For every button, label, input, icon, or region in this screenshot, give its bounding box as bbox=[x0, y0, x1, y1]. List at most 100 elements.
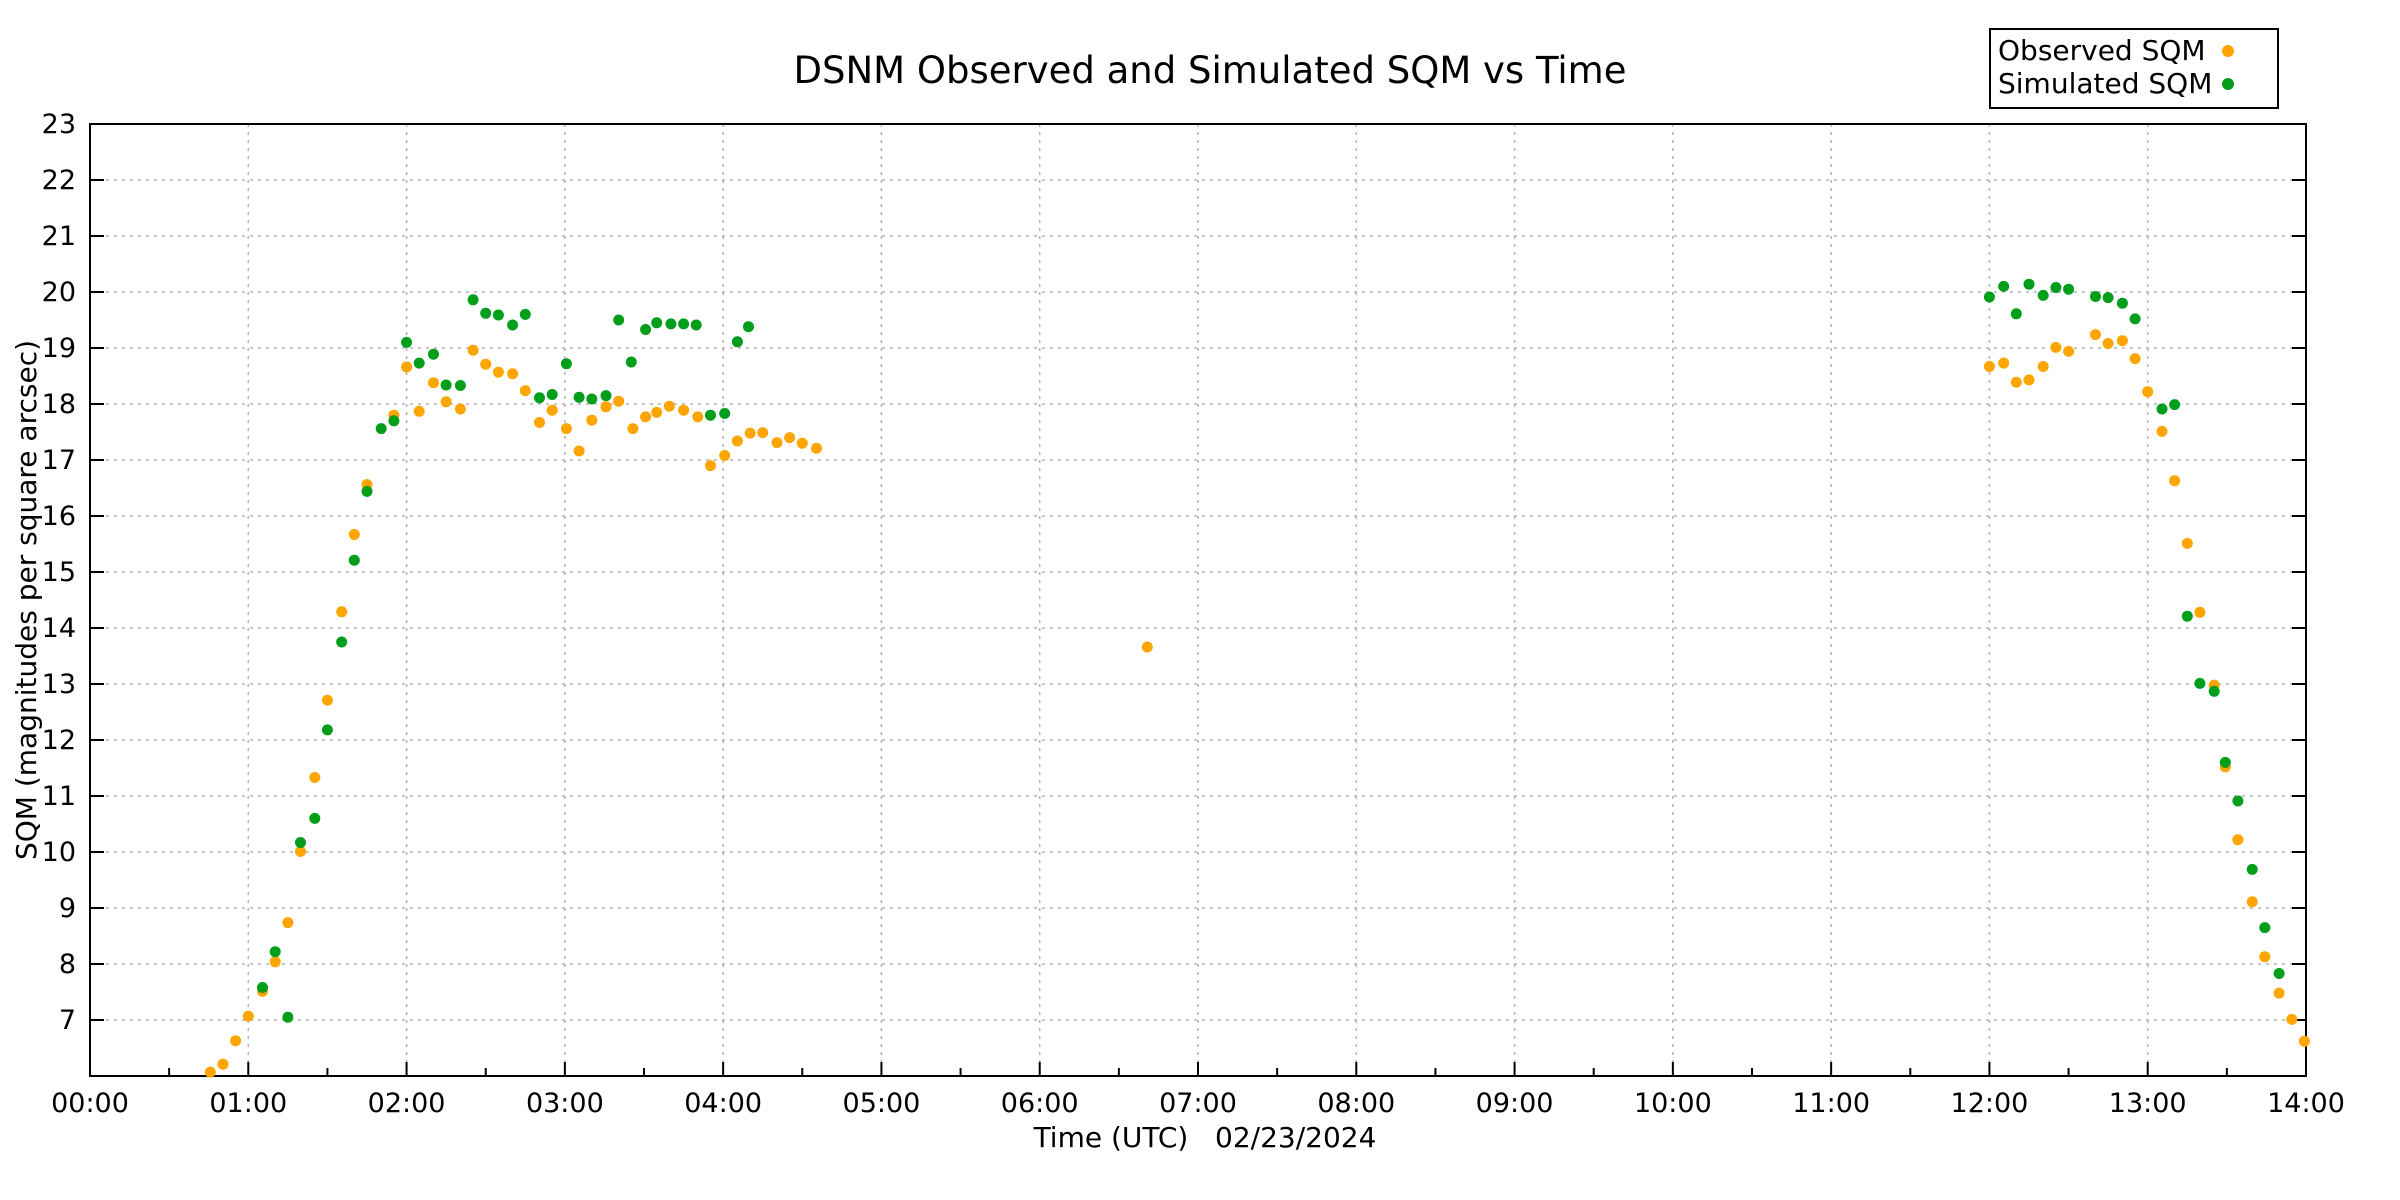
simulated-point bbox=[640, 324, 652, 335]
simulated-point bbox=[2219, 756, 2231, 768]
simulated-point bbox=[731, 336, 743, 348]
simulated-point bbox=[321, 724, 333, 736]
simulated-point bbox=[467, 294, 479, 306]
y-tick-label: 9 bbox=[59, 893, 76, 924]
observed-point bbox=[744, 427, 756, 439]
simulated-point bbox=[454, 380, 466, 391]
simulated-point bbox=[519, 308, 531, 320]
x-tick-label: 11:00 bbox=[1792, 1088, 1870, 1119]
observed-point bbox=[2181, 537, 2193, 549]
simulated-point bbox=[2259, 922, 2271, 934]
observed-point bbox=[719, 450, 731, 461]
simulated-point bbox=[586, 393, 598, 405]
observed-point bbox=[507, 368, 519, 380]
simulated-point bbox=[2181, 610, 2193, 622]
legend: Observed SQM Simulated SQM bbox=[1989, 28, 2279, 109]
simulated-point bbox=[2063, 283, 2075, 295]
simulated-point bbox=[2246, 863, 2258, 875]
y-tick-label: 13 bbox=[42, 669, 76, 700]
simulated-point bbox=[507, 319, 519, 331]
y-axis-title: SQM (magnitudes per square arcsec) bbox=[10, 340, 43, 860]
simulated-point bbox=[600, 390, 612, 402]
observed-series bbox=[204, 329, 2310, 1078]
observed-point bbox=[534, 417, 545, 428]
simulated-point bbox=[257, 982, 268, 993]
observed-point bbox=[2050, 341, 2062, 353]
legend-box bbox=[1989, 28, 2279, 109]
simulated-point bbox=[361, 485, 373, 497]
observed-point bbox=[731, 435, 743, 447]
simulated-point bbox=[480, 307, 492, 319]
simulated-point bbox=[309, 812, 321, 824]
simulated-point bbox=[295, 837, 306, 848]
legend-observed-marker-icon bbox=[2222, 45, 2234, 57]
simulated-point bbox=[282, 1011, 294, 1023]
x-tick-label: 13:00 bbox=[2109, 1088, 2187, 1119]
observed-point bbox=[492, 366, 504, 378]
observed-point bbox=[2286, 1013, 2298, 1025]
x-tick-label: 06:00 bbox=[1001, 1088, 1079, 1119]
y-tick-label: 15 bbox=[42, 557, 76, 588]
y-tick-label: 19 bbox=[42, 333, 76, 364]
observed-point bbox=[440, 396, 452, 408]
simulated-point bbox=[2273, 968, 2285, 979]
legend-simulated-marker-icon bbox=[2222, 78, 2234, 90]
y-tick-label: 18 bbox=[42, 389, 76, 420]
observed-point bbox=[2259, 951, 2271, 963]
observed-point bbox=[2037, 361, 2049, 372]
observed-point bbox=[613, 395, 625, 407]
x-tick-label: 09:00 bbox=[1476, 1088, 1554, 1119]
simulated-point bbox=[613, 314, 625, 326]
simulated-point bbox=[560, 358, 572, 370]
simulated-point bbox=[348, 554, 360, 566]
x-tick-label: 00:00 bbox=[51, 1088, 129, 1119]
observed-point bbox=[600, 401, 612, 413]
x-tick-label: 10:00 bbox=[1634, 1088, 1712, 1119]
simulated-point bbox=[2208, 685, 2220, 697]
observed-point bbox=[2063, 345, 2075, 357]
observed-point bbox=[2232, 834, 2244, 846]
observed-point bbox=[796, 437, 808, 449]
x-tick-label: 07:00 bbox=[1159, 1088, 1237, 1119]
chart-title: DSNM Observed and Simulated SQM vs Time bbox=[794, 49, 1627, 92]
x-axis-title: Time (UTC) 02/23/2024 bbox=[1033, 1121, 1377, 1154]
simulated-point bbox=[401, 336, 413, 348]
simulated-point bbox=[705, 409, 716, 421]
observed-point bbox=[2298, 1035, 2310, 1047]
observed-point bbox=[546, 404, 558, 416]
observed-point bbox=[771, 437, 783, 449]
observed-point bbox=[282, 917, 294, 929]
observed-point bbox=[1983, 361, 1995, 372]
observed-point bbox=[480, 358, 492, 370]
x-tick-label: 04:00 bbox=[684, 1088, 762, 1119]
simulated-point bbox=[2129, 313, 2141, 325]
y-tick-label: 23 bbox=[42, 109, 76, 140]
simulated-point bbox=[573, 391, 585, 403]
simulated-point bbox=[2194, 677, 2206, 689]
observed-point bbox=[586, 414, 598, 426]
observed-point bbox=[2129, 353, 2141, 365]
y-tick-label: 7 bbox=[59, 1005, 76, 1036]
observed-point bbox=[519, 385, 531, 397]
y-tick-label: 11 bbox=[42, 781, 76, 812]
x-tick-label: 01:00 bbox=[209, 1088, 287, 1119]
observed-point bbox=[413, 405, 425, 417]
simulated-point bbox=[492, 309, 504, 321]
observed-point bbox=[309, 772, 321, 783]
simulated-point bbox=[413, 357, 425, 369]
observed-point bbox=[1998, 357, 2010, 369]
gridlines bbox=[90, 124, 2306, 1076]
simulated-point bbox=[2102, 292, 2114, 304]
simulated-point bbox=[2010, 308, 2022, 320]
x-tick-label: 02:00 bbox=[368, 1088, 446, 1119]
simulated-point bbox=[336, 636, 348, 648]
simulated-point bbox=[625, 356, 637, 368]
observed-point bbox=[692, 411, 704, 423]
y-tick-label: 14 bbox=[42, 613, 76, 644]
y-tick-label: 8 bbox=[59, 949, 76, 980]
observed-point bbox=[2023, 374, 2035, 386]
observed-point bbox=[678, 404, 690, 416]
observed-point bbox=[663, 400, 675, 412]
simulated-point bbox=[2156, 403, 2168, 415]
